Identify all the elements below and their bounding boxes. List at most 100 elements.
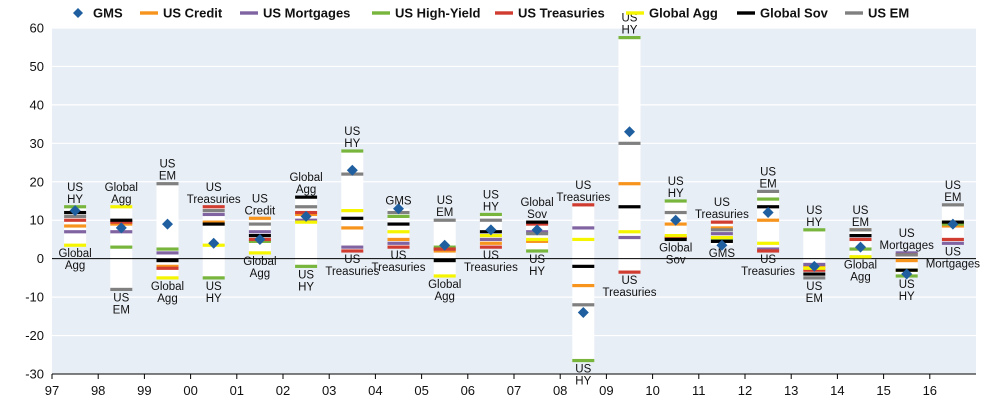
legend-label-us-credit: US Credit: [163, 6, 223, 21]
mark-us-high-yield: [156, 247, 179, 251]
top-annotation: Mortgages: [880, 240, 935, 252]
plot-background: [52, 28, 976, 374]
mark-global-agg: [664, 234, 687, 238]
mark-gms: [531, 224, 543, 236]
mark-us-mortgages: [895, 251, 918, 255]
bottom-annotation: Global: [243, 256, 276, 268]
x-tick-label: 13: [784, 383, 798, 398]
mark-us-treasuries: [341, 249, 364, 253]
x-tick-label: 07: [507, 383, 521, 398]
bottom-annotation: Global: [428, 279, 461, 291]
mark-us-credit: [433, 249, 456, 253]
mark-global-agg: [341, 209, 364, 213]
bottom-annotation: HY: [575, 376, 591, 388]
mark-us-em: [248, 222, 271, 226]
bottom-annotation: Global: [58, 248, 91, 260]
mark-us-em: [156, 182, 179, 186]
mark-us-em: [710, 228, 733, 232]
top-annotation: US: [899, 228, 915, 240]
bottom-annotation: Global: [659, 242, 692, 254]
mark-gms: [300, 210, 312, 222]
top-annotation: GMS: [385, 196, 412, 208]
legend-marker-global-sov: [737, 11, 755, 15]
top-annotation: HY: [668, 188, 684, 200]
top-annotation: Global: [105, 182, 138, 194]
mark-gms: [670, 214, 682, 226]
mark-us-credit: [479, 241, 502, 245]
bottom-annotation: Agg: [65, 260, 85, 272]
series-marks: [64, 36, 964, 363]
y-tick-label: 50: [30, 59, 44, 74]
mark-gms: [808, 260, 820, 272]
mark-gms: [577, 306, 589, 318]
bottom-annotation: US: [391, 250, 407, 262]
y-tick-label: -30: [25, 367, 44, 382]
legend-label-us-mortgages: US Mortgages: [263, 6, 350, 21]
mark-global-agg: [110, 205, 133, 209]
x-tick-label: 00: [183, 383, 197, 398]
mark-global-sov: [803, 272, 826, 276]
bottom-annotation: Global: [151, 281, 184, 293]
bottom-annotation: US: [298, 269, 314, 281]
mark-us-mortgages: [387, 241, 410, 245]
top-annotation: US: [622, 13, 638, 25]
top-annotation: Treasuries: [187, 194, 241, 206]
x-tick-label: 03: [322, 383, 336, 398]
mark-gms: [254, 233, 266, 245]
mark-us-treasuries: [572, 203, 595, 207]
top-annotation: Treasuries: [695, 209, 749, 221]
top-annotation: EM: [759, 178, 776, 190]
legend-marker-us-credit: [140, 11, 158, 15]
y-tick-label: 10: [30, 213, 44, 228]
mark-gms: [162, 218, 173, 230]
legend-label-gms: GMS: [93, 6, 123, 21]
mark-us-credit: [64, 224, 87, 228]
mark-global-agg: [248, 251, 271, 255]
mark-gms: [624, 126, 635, 138]
bottom-annotation: Global: [844, 260, 877, 272]
range-band: [387, 208, 410, 248]
mark-global-agg: [757, 241, 780, 245]
bottom-annotation: HY: [899, 291, 915, 303]
mark-global-sov: [341, 216, 364, 220]
top-annotation: HY: [67, 194, 83, 206]
top-annotation: US: [945, 180, 961, 192]
mark-gms: [69, 205, 81, 217]
bottom-annotation: US: [622, 275, 638, 287]
mark-us-mortgages: [248, 230, 271, 234]
mark-global-agg: [572, 237, 595, 242]
mark-us-em: [64, 214, 87, 218]
legend-marker-us-high-yield: [372, 11, 390, 15]
mark-us-credit: [526, 239, 549, 243]
mark-us-mortgages: [941, 241, 964, 245]
bottom-annotation: US: [206, 281, 222, 293]
mark-global-agg: [849, 255, 872, 259]
bottom-annotation: Treasuries: [603, 287, 657, 299]
mark-us-treasuries: [941, 237, 964, 242]
range-band: [526, 222, 549, 251]
mark-us-em: [664, 210, 687, 215]
legend-marker-us-em: [845, 11, 863, 15]
x-tick-label: 16: [923, 383, 937, 398]
mark-global-agg: [64, 243, 87, 247]
bottom-annotation: EM: [806, 293, 823, 305]
bottom-annotation: HY: [298, 281, 314, 293]
bottom-annotation: Sov: [666, 254, 686, 266]
legend-marker-global-agg: [626, 11, 644, 15]
mark-us-treasuries: [202, 205, 225, 209]
x-tick-label: 02: [276, 383, 290, 398]
top-annotation: EM: [436, 207, 453, 219]
mark-global-agg: [156, 276, 179, 280]
mark-us-treasuries: [618, 270, 641, 274]
mark-us-mortgages: [572, 226, 595, 230]
top-annotation: EM: [852, 217, 869, 229]
mark-us-em: [202, 209, 225, 213]
mark-us-treasuries: [479, 245, 502, 249]
mark-global-sov: [295, 195, 318, 199]
top-annotation: HY: [344, 138, 360, 150]
y-axis-ticks: -30 -20 -10 0 10 20 30 40 50 60: [25, 21, 44, 382]
mark-global-agg: [295, 220, 318, 224]
x-tick-label: 08: [553, 383, 567, 398]
bottom-annotation: US: [483, 250, 499, 262]
bottom-annotation: Mortgages: [926, 258, 981, 270]
